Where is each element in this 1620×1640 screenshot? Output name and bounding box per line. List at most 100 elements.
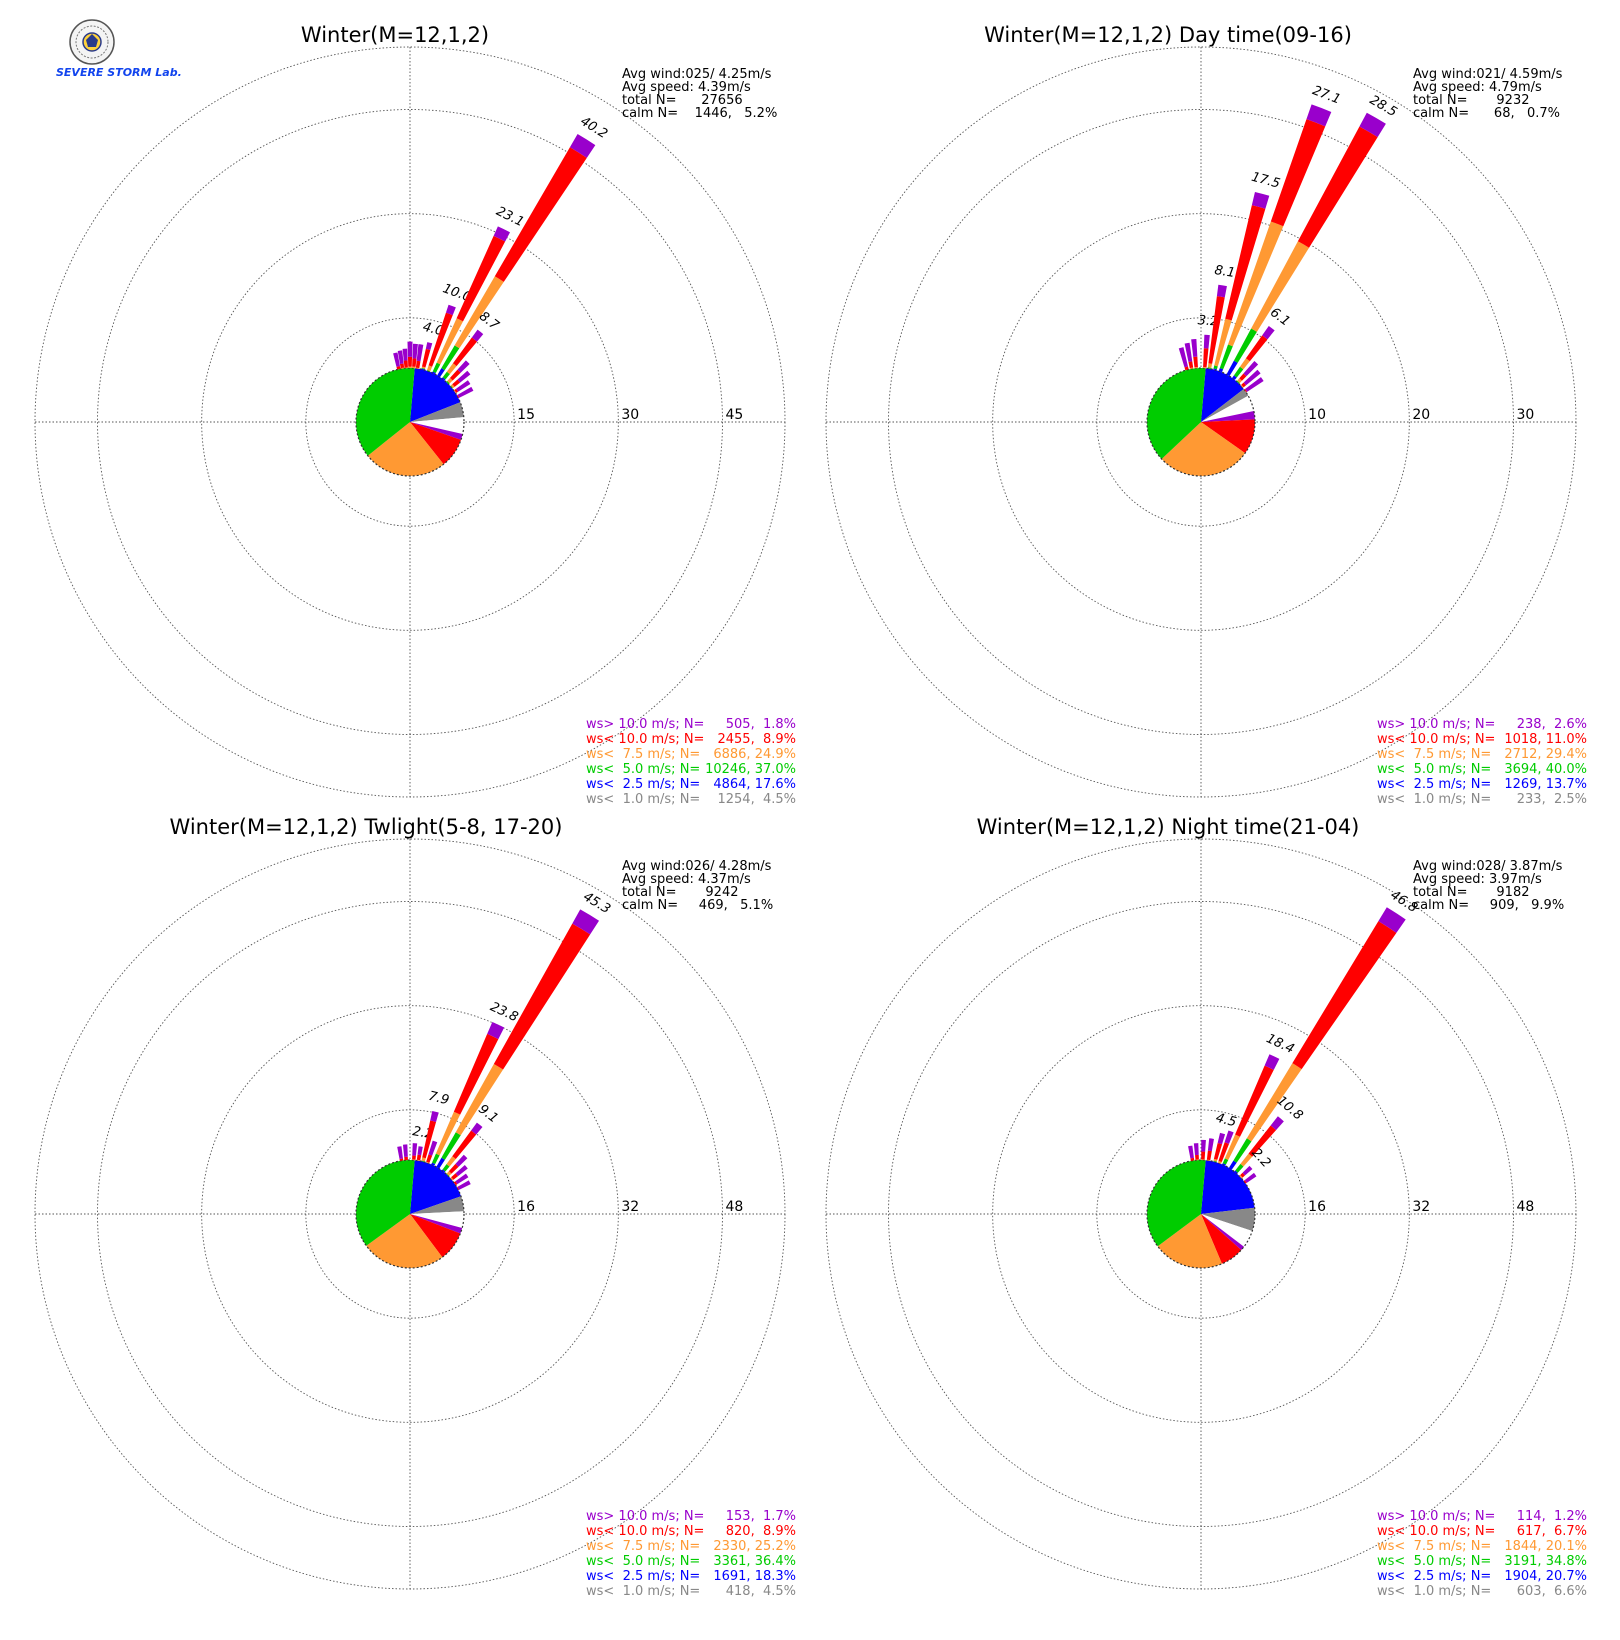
pie-outline xyxy=(355,367,465,477)
pie-slice-lt2-5 xyxy=(1201,368,1244,422)
wind-rose-panel: 16 32 484.518.446.810.82.2Winter(M=12,1,2)… xyxy=(825,815,1587,1599)
legend-value: 10246, 37.0% xyxy=(705,762,796,777)
wind-bar-segment xyxy=(1233,366,1244,378)
wind-bar-segment xyxy=(421,367,426,370)
legend-label: ws< 7.5 m/s; N= xyxy=(586,1539,700,1554)
legend-label: ws< 1.0 m/s; N= xyxy=(586,792,700,807)
legend-label: ws> 10.0 m/s; N= xyxy=(586,1509,704,1524)
bar-value-label: 18.4 xyxy=(1264,1031,1297,1057)
wind-bar-segment xyxy=(1222,1158,1229,1165)
wind-bar-segment xyxy=(442,1164,450,1172)
legend-value: 6886, 24.9% xyxy=(713,747,796,762)
pie-slice-lt7-5 xyxy=(1157,1214,1222,1268)
wind-bar-segment xyxy=(1201,1139,1206,1152)
wind-bar-segment xyxy=(435,1111,461,1156)
wind-bar-segment xyxy=(1233,1138,1252,1163)
info-line: Avg speed: 4.39m/s xyxy=(622,80,751,95)
wind-bar-segment xyxy=(452,337,478,367)
wind-bar-segment xyxy=(455,1063,504,1136)
wind-bar-segment xyxy=(422,1120,437,1159)
wind-bar-segment xyxy=(1306,104,1332,127)
legend-value: 238, 2.6% xyxy=(1517,717,1587,732)
wind-bar-segment xyxy=(1251,191,1270,209)
wind-bar-segment xyxy=(1242,1165,1253,1176)
legend-label: ws< 10.0 m/s; N= xyxy=(1377,1524,1495,1539)
wind-bar-segment xyxy=(569,134,596,158)
wind-bar-segment xyxy=(1193,356,1198,368)
pie-slice-gt10 xyxy=(410,1214,463,1234)
wind-bar-segment xyxy=(450,384,455,389)
legend-label: ws< 1.0 m/s; N= xyxy=(586,1584,700,1599)
info-line: Avg wind:026/ 4.28m/s xyxy=(622,859,772,874)
wind-bar-segment xyxy=(446,1156,456,1167)
wind-bar-segment xyxy=(1359,112,1386,138)
wind-bar-segment xyxy=(1208,296,1225,364)
wind-bar-segment xyxy=(1235,1163,1244,1173)
wind-bar-segment xyxy=(396,366,401,370)
grid-ring xyxy=(992,213,1410,631)
wind-bar-segment xyxy=(397,1146,403,1160)
ring-tick-label: 16 xyxy=(1308,1199,1326,1215)
legend-value: 1254, 4.5% xyxy=(717,792,796,807)
wind-bar-segment xyxy=(436,318,464,365)
pie-slice-lt5 xyxy=(355,367,415,456)
wind-rose-panel: 10 20 303.28.117.527.1 28.56.1Winter(M=12,1… xyxy=(825,23,1587,807)
wind-bar-segment xyxy=(400,367,405,369)
wind-bar-segment xyxy=(428,1140,438,1156)
wind-bar-segment xyxy=(493,923,591,1070)
legend-label: ws< 5.0 m/s; N= xyxy=(1377,1554,1491,1569)
wind-bar-segment xyxy=(452,379,461,387)
wind-bar-segment xyxy=(1245,335,1268,362)
pie-slice-lt1 xyxy=(1201,1207,1255,1231)
wind-bar-segment xyxy=(451,1173,459,1180)
wind-bar-segment xyxy=(446,380,450,385)
wind-bar-segment xyxy=(1297,126,1378,248)
pie-outline xyxy=(1146,367,1256,477)
wind-bar-segment xyxy=(471,329,484,342)
ring-tick-label: 20 xyxy=(1412,407,1430,423)
pie-slice-lt7-5 xyxy=(1161,422,1246,477)
wind-bar-segment xyxy=(448,1163,459,1174)
wind-bar-segment xyxy=(421,348,431,368)
wind-bar-segment xyxy=(1217,1132,1226,1145)
panel-title: Winter(M=12,1,2) Twlight(5-8, 17-20) xyxy=(170,815,563,839)
wind-bar-segment xyxy=(412,1155,416,1160)
wind-bar-segment xyxy=(487,1021,505,1040)
wind-bar-segment xyxy=(1195,1154,1199,1160)
wind-bar-segment xyxy=(1228,1160,1237,1170)
wind-bar-segment xyxy=(455,1164,468,1177)
wind-bar-segment xyxy=(446,363,457,375)
wind-bar-segment xyxy=(1188,1145,1194,1159)
wind-bar-segment xyxy=(447,377,453,384)
wind-bar-segment xyxy=(1270,1116,1284,1131)
panel-title: Winter(M=12,1,2) xyxy=(301,23,489,47)
pie-slice-calm xyxy=(1201,395,1254,422)
legend-value: 2330, 25.2% xyxy=(713,1539,796,1554)
legend-label: ws> 10.0 m/s; N= xyxy=(1377,1509,1495,1524)
wind-bar-segment xyxy=(408,366,412,369)
wind-bar-segment xyxy=(1232,375,1237,380)
wind-bar-segment xyxy=(452,1130,477,1160)
wind-bar-segment xyxy=(455,1154,468,1167)
legend-label: ws< 10.0 m/s; N= xyxy=(1377,732,1495,747)
ring-tick-label: 48 xyxy=(1517,1199,1535,1215)
wind-bar-segment xyxy=(1207,363,1213,368)
wind-bar-segment xyxy=(441,1132,461,1160)
wind-bar-segment xyxy=(402,1144,408,1158)
wind-bar-segment xyxy=(450,385,453,389)
wind-bar-segment xyxy=(441,345,460,371)
wind-bar-segment xyxy=(1236,380,1240,384)
panel-title: Winter(M=12,1,2) Day time(09-16) xyxy=(984,23,1352,47)
pie-outline xyxy=(355,1159,465,1269)
wind-bar-segment xyxy=(1213,1158,1218,1162)
wind-bar-segment xyxy=(432,1153,440,1165)
legend-value: 2712, 29.4% xyxy=(1504,747,1587,762)
wind-bar-segment xyxy=(1228,221,1284,347)
legend-value: 1269, 13.7% xyxy=(1504,777,1587,792)
wind-bar-segment xyxy=(442,371,450,380)
legend-label: ws< 5.0 m/s; N= xyxy=(586,762,700,777)
wind-bar-segment xyxy=(1203,366,1207,369)
legend-value: 820, 8.9% xyxy=(726,1524,796,1539)
wind-bar-segment xyxy=(1206,1159,1211,1161)
wind-bar-segment xyxy=(1203,334,1210,349)
